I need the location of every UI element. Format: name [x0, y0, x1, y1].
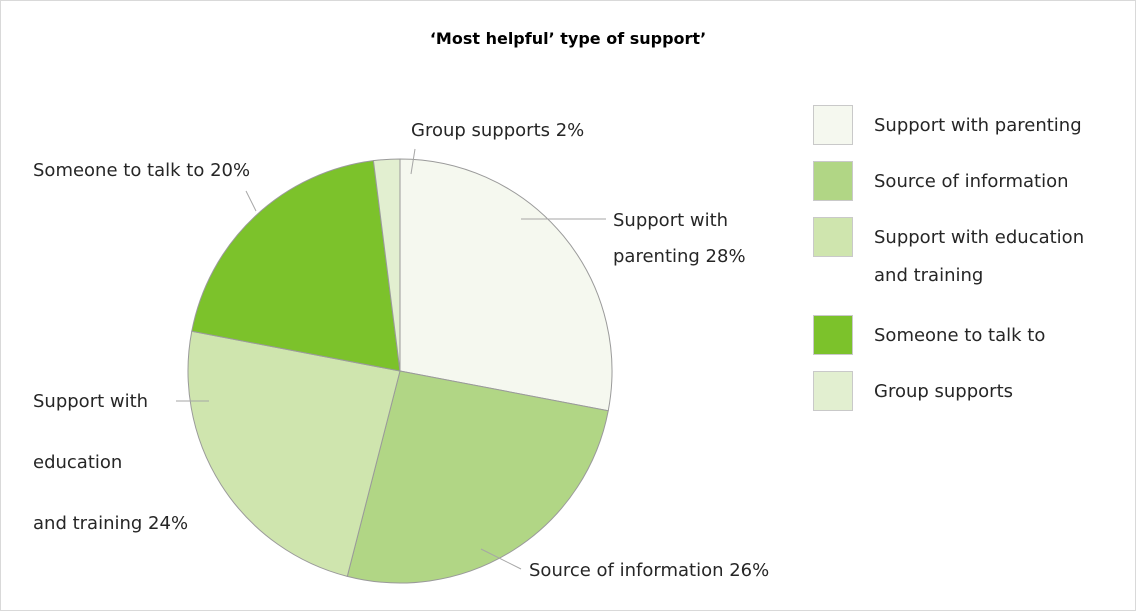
legend-label: Support with parenting	[874, 115, 1082, 136]
data-label-someone-to-talk-to: Someone to talk to 20%	[33, 160, 250, 181]
chart-title: ‘Most helpful’ type of support’	[429, 29, 707, 48]
pie-slice-group-supports	[372, 158, 401, 372]
pie-slice-source-of-information	[346, 370, 609, 584]
pie-slice-support-with-parenting	[399, 158, 613, 412]
data-label-support-with-education: Support with education and training 24%	[33, 391, 188, 534]
legend-label: Support with education and training	[874, 227, 1085, 286]
legend-label: Source of information	[874, 171, 1069, 192]
pie-slice-support-with-education	[187, 330, 401, 577]
legend-item-someone-to-talk-to: Someone to talk to	[813, 315, 1133, 371]
data-label-group-supports: Group supports 2%	[411, 120, 584, 141]
legend-swatch	[813, 315, 853, 355]
leader-line-group-supports	[410, 148, 416, 175]
legend-swatch	[813, 161, 853, 201]
pie-slice-someone-to-talk-to	[191, 160, 401, 372]
legend-swatch	[813, 371, 853, 411]
legend-label: Group supports	[874, 381, 1014, 402]
legend-item-source-of-information: Source of information	[813, 161, 1133, 217]
data-label-source-of-information: Source of information 26%	[529, 560, 769, 581]
legend-swatch	[813, 105, 853, 145]
legend-item-support-with-education: Support with education and training	[813, 217, 1133, 315]
data-label-support-with-parenting: Support with parenting 28%	[613, 210, 746, 267]
leader-line-source-of-information	[480, 548, 522, 570]
legend-item-group-supports: Group supports	[813, 371, 1133, 427]
legend-item-support-with-parenting: Support with parenting	[813, 105, 1133, 161]
legend: Support with parenting Source of informat…	[813, 105, 1133, 427]
legend-swatch	[813, 217, 853, 257]
legend-label: Someone to talk to	[874, 325, 1046, 346]
leader-line-someone-to-talk-to	[245, 190, 257, 212]
